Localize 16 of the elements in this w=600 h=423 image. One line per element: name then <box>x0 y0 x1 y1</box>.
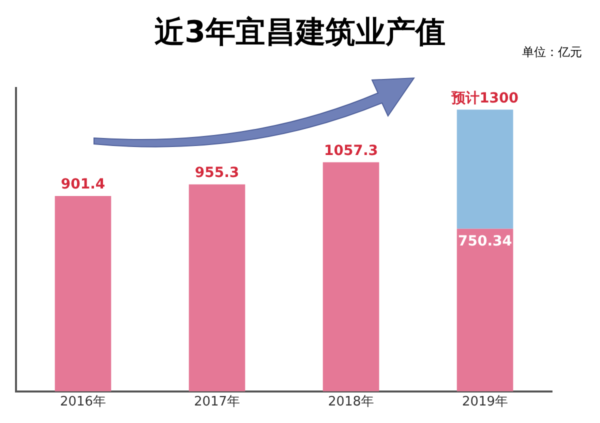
data-label: 955.3 <box>194 165 240 182</box>
bar <box>322 162 380 392</box>
x-tick-label: 2019年 <box>462 394 508 410</box>
text: 单位：亿元 <box>522 44 582 61</box>
bar <box>456 110 514 229</box>
x-tick-label: 2018年 <box>328 394 374 410</box>
x-tick-label: 2017年 <box>194 394 240 410</box>
x-tick-label: 2016年 <box>60 394 106 410</box>
chart-title: 近3年宜昌建筑业产值 <box>154 15 446 50</box>
data-label: 750.34 <box>458 233 512 250</box>
bar <box>54 196 112 392</box>
total-label: 预计1300 <box>450 90 519 106</box>
bar <box>188 184 246 392</box>
bar <box>456 228 514 392</box>
data-label: 901.4 <box>60 176 106 193</box>
data-label: 1057.3 <box>324 142 378 159</box>
